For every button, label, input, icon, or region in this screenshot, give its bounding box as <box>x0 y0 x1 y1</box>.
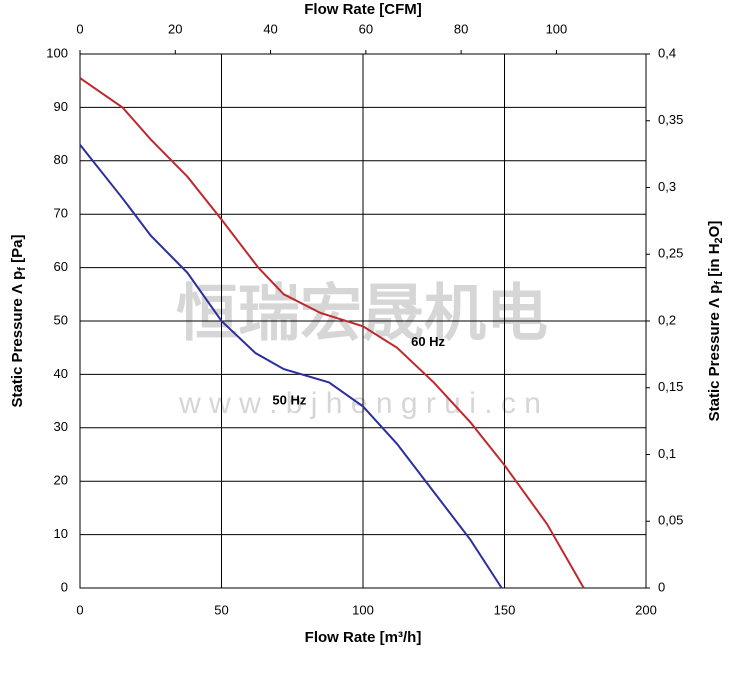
y2-tick-label: 0,2 <box>658 312 676 327</box>
y2-tick-label: 0,4 <box>658 45 676 60</box>
y-tick-label: 30 <box>54 419 68 434</box>
chart-title: Flow Rate [CFM] <box>304 1 422 18</box>
series-label: 50 Hz <box>272 393 306 408</box>
y-label-unit: [Pa] <box>9 235 26 268</box>
y-tick-label: 80 <box>54 152 68 167</box>
y-tick-label: 20 <box>54 473 68 488</box>
y2-label-sub2: 2 <box>713 237 725 243</box>
y-tick-label: 70 <box>54 206 68 221</box>
y2-tick-label: 0,15 <box>658 379 683 394</box>
y-tick-label: 60 <box>54 259 68 274</box>
x2-tick-label: 20 <box>168 21 182 36</box>
watermark-text: 恒瑞宏晟机电 <box>176 279 548 348</box>
y2-label-unit: [in H <box>706 243 723 281</box>
series-line <box>79 77 585 589</box>
x-tick-label: 200 <box>635 602 657 617</box>
y2-tick-label: 0,35 <box>658 112 683 127</box>
y-tick-label: 90 <box>54 99 68 114</box>
series-label: 60 Hz <box>411 334 445 349</box>
y-tick-label: 100 <box>46 45 68 60</box>
y2-label-text: Static Pressure Λ p <box>706 285 723 422</box>
x-tick-label: 50 <box>214 602 228 617</box>
y2-tick-label: 0 <box>658 579 665 594</box>
plot-frame <box>79 53 647 589</box>
x-axis-label: Flow Rate [m³/h] <box>305 629 422 646</box>
y2-tick-label: 0,25 <box>658 246 683 261</box>
y-tick-label: 10 <box>54 526 68 541</box>
x2-tick-label: 0 <box>76 21 83 36</box>
x2-tick-label: 100 <box>546 21 568 36</box>
y2-label-sub: f <box>713 281 725 285</box>
y2-label-unit2: O] <box>706 221 723 238</box>
watermark: 恒瑞宏晟机电 w w w . b j h e n g r u i . c n <box>176 279 548 420</box>
x2-tick-label: 80 <box>454 21 468 36</box>
y2-tick-label: 0,3 <box>658 179 676 194</box>
y-tick-label: 0 <box>61 579 68 594</box>
y-tick-label: 40 <box>54 366 68 381</box>
x2-tick-label: 40 <box>263 21 277 36</box>
x-tick-label: 100 <box>352 602 374 617</box>
y-axis-label: Static Pressure Λ pf [Pa] <box>9 235 28 408</box>
y-label-text: Static Pressure Λ p <box>9 271 26 408</box>
y2-tick-label: 0,1 <box>658 446 676 461</box>
y2-axis-label: Static Pressure Λ pf [in H2O] <box>706 221 725 422</box>
x-tick-label: 0 <box>76 602 83 617</box>
y-tick-label: 50 <box>54 312 68 327</box>
x2-tick-label: 60 <box>359 21 373 36</box>
x-tick-label: 150 <box>494 602 516 617</box>
series-line <box>79 144 503 589</box>
y2-tick-label: 0,05 <box>658 513 683 528</box>
y-label-sub: f <box>16 267 28 271</box>
